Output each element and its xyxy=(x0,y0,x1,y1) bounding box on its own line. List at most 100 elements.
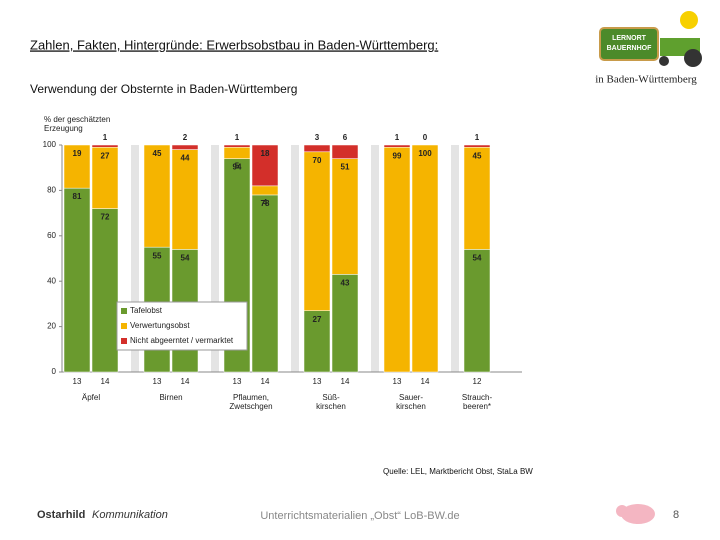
data-label: 43 xyxy=(341,278,350,287)
x-tick-label: 13 xyxy=(313,377,322,386)
group-label: Zwetschgen xyxy=(229,402,272,411)
pig xyxy=(621,504,655,524)
data-label: 5 xyxy=(235,162,240,171)
legend-swatch xyxy=(121,308,127,314)
slide-title: Zahlen, Fakten, Hintergründe: Erwerbsobs… xyxy=(30,37,438,52)
bar-segment xyxy=(383,144,411,148)
bar-segment xyxy=(383,147,411,373)
group-separator xyxy=(291,145,299,372)
chart: % der geschätztenErzeugung02040608010013… xyxy=(43,115,522,411)
data-label: 54 xyxy=(473,254,482,263)
y-tick-label: 0 xyxy=(52,367,57,376)
source: Quelle: LEL, Marktbericht Obst, StaLa BW xyxy=(383,467,533,476)
bar-segment xyxy=(223,147,251,159)
data-label: 45 xyxy=(473,151,482,160)
data-label: 81 xyxy=(73,192,82,201)
x-tick-label: 13 xyxy=(233,377,242,386)
data-label: 72 xyxy=(101,213,110,222)
data-label: 18 xyxy=(261,149,270,158)
group-label: beeren* xyxy=(463,402,491,411)
x-tick-label: 14 xyxy=(421,377,430,386)
page-number: 8 xyxy=(673,509,679,521)
bar-segment xyxy=(251,194,279,373)
bar-segment xyxy=(171,149,199,250)
data-label: 4 xyxy=(263,198,268,207)
data-label: 78 xyxy=(261,199,270,208)
bar-segment xyxy=(251,185,279,196)
data-label: 19 xyxy=(73,149,82,158)
legend-swatch xyxy=(121,338,127,344)
group-label: Süß- xyxy=(322,393,340,402)
bar-segment xyxy=(91,144,119,148)
y-tick-label: 80 xyxy=(47,186,56,195)
x-tick-label: 13 xyxy=(73,377,82,386)
x-tick-label: 13 xyxy=(153,377,162,386)
group-separator xyxy=(451,145,459,372)
data-label: 1 xyxy=(395,133,400,142)
bar-segment xyxy=(251,144,279,187)
x-tick-label: 14 xyxy=(261,377,270,386)
logo-text: BAUERNHOF xyxy=(607,45,652,52)
bar-segment xyxy=(411,144,439,373)
x-tick-label: 14 xyxy=(341,377,350,386)
bar-segment xyxy=(63,144,91,189)
bar-segment xyxy=(303,144,331,153)
legend-swatch xyxy=(121,323,127,329)
group-separator xyxy=(131,145,139,372)
group-separator xyxy=(371,145,379,372)
pig-icon xyxy=(616,504,655,524)
sun xyxy=(680,11,698,29)
x-tick-label: 13 xyxy=(393,377,402,386)
data-label: 1 xyxy=(235,133,240,142)
data-label: 3 xyxy=(315,133,320,142)
footer-brand: Kommunikation xyxy=(92,509,168,521)
footer-brand: Ostarhild xyxy=(37,509,85,521)
logo-sign xyxy=(599,27,659,61)
group-separator xyxy=(211,145,219,372)
data-label: 100 xyxy=(418,149,432,158)
group-label: kirschen xyxy=(396,402,426,411)
legend-label: Verwertungsobst xyxy=(130,321,190,330)
data-label: 94 xyxy=(233,163,242,172)
y-tick-label: 100 xyxy=(43,140,57,149)
data-label: 2 xyxy=(183,133,188,142)
data-label: 99 xyxy=(393,151,402,160)
data-label: 44 xyxy=(181,154,190,163)
y-tick-label: 40 xyxy=(47,276,56,285)
bar-segment xyxy=(463,147,491,250)
bar-segment xyxy=(331,158,359,275)
bar-segment xyxy=(223,144,251,148)
logo: LERNORT BAUERNHOF in Baden-Württemberg xyxy=(595,11,702,86)
tractor-wheel xyxy=(684,49,702,67)
x-tick-label: 12 xyxy=(473,377,482,386)
bar-segment xyxy=(91,208,119,373)
legend-box xyxy=(116,301,248,351)
bar-segment xyxy=(303,151,331,311)
logo-text: LERNORT xyxy=(612,35,647,42)
group-label: Äpfel xyxy=(82,393,100,402)
group-label: kirschen xyxy=(316,402,346,411)
data-label: 6 xyxy=(343,133,348,142)
bar-segment xyxy=(463,249,491,373)
data-label: 1 xyxy=(103,133,108,142)
y-axis-label: % der geschätzten xyxy=(44,115,110,124)
data-label: 55 xyxy=(153,251,162,260)
slide-subtitle: Verwendung der Obsternte in Baden-Württe… xyxy=(30,82,297,96)
data-label: 27 xyxy=(101,151,110,160)
group-label: Sauer- xyxy=(399,393,423,402)
group-label: Birnen xyxy=(159,393,182,402)
data-label: 1 xyxy=(475,133,480,142)
y-tick-label: 60 xyxy=(47,231,56,240)
x-tick-label: 14 xyxy=(181,377,190,386)
y-tick-label: 20 xyxy=(47,322,56,331)
y-axis-label: Erzeugung xyxy=(44,124,83,133)
tractor-wheel xyxy=(659,56,669,66)
bar-segment xyxy=(143,144,171,248)
bar-segment xyxy=(331,274,359,373)
bar-segment xyxy=(91,147,119,209)
data-label: 45 xyxy=(153,149,162,158)
bar-segment xyxy=(63,187,91,373)
data-label: 54 xyxy=(181,254,190,263)
